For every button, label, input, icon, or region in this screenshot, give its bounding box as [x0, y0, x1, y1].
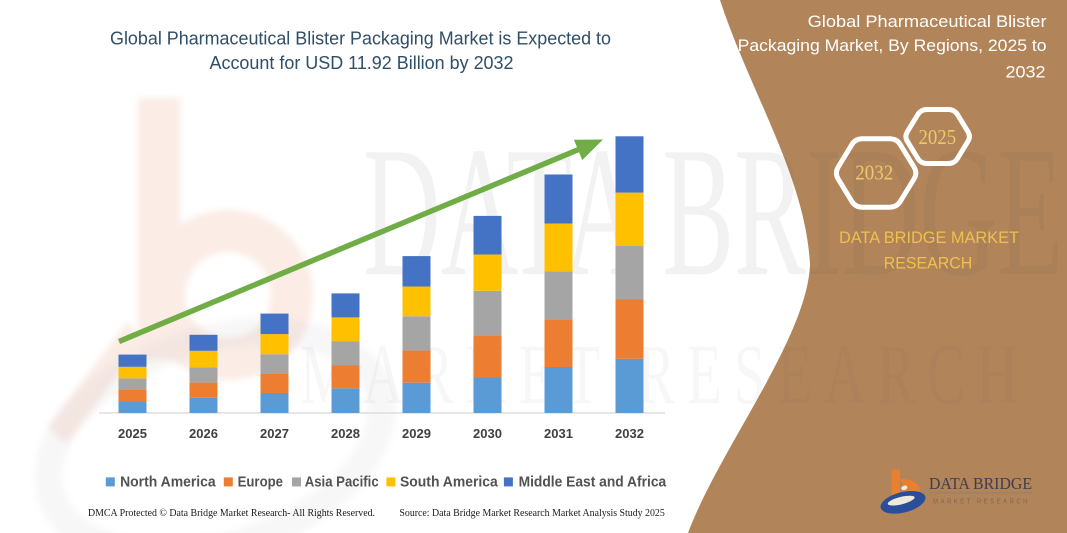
svg-text:Global Pharmaceutical Blister: Global Pharmaceutical Blister Packaging …	[110, 28, 611, 49]
svg-text:North America: North America	[120, 474, 216, 490]
svg-text:2027: 2027	[260, 426, 289, 441]
svg-text:2026: 2026	[189, 426, 218, 441]
svg-text:RESEARCH: RESEARCH	[884, 254, 972, 273]
svg-text:Asia Pacific: Asia Pacific	[305, 474, 379, 490]
svg-text:Middle East and Africa: Middle East and Africa	[519, 474, 667, 490]
svg-text:DATA BRIDGE MARKET: DATA BRIDGE MARKET	[839, 228, 1019, 247]
svg-text:2029: 2029	[402, 426, 431, 441]
svg-text:DATA BRIDGE: DATA BRIDGE	[363, 109, 1063, 315]
svg-text:South America: South America	[400, 474, 499, 490]
svg-text:DMCA Protected © Data Bridge M: DMCA Protected © Data Bridge Market Rese…	[88, 508, 375, 519]
svg-text:MARKET RESEARCH: MARKET RESEARCH	[933, 497, 1030, 506]
svg-text:DATA BRIDGE: DATA BRIDGE	[929, 474, 1032, 493]
svg-text:2032: 2032	[855, 161, 893, 185]
svg-text:2032: 2032	[615, 426, 644, 441]
svg-text:2031: 2031	[544, 426, 573, 441]
svg-text:2025: 2025	[918, 125, 956, 149]
svg-text:2032: 2032	[1006, 63, 1046, 82]
svg-text:Packaging Market, By Regions,: Packaging Market, By Regions, 2025 to	[738, 36, 1047, 55]
svg-text:Europe: Europe	[238, 474, 283, 490]
svg-text:Global Pharmaceutical Blister: Global Pharmaceutical Blister	[808, 12, 1047, 31]
svg-text:Account for USD 11.92 Billion: Account for USD 11.92 Billion by 2032	[210, 52, 514, 73]
svg-text:2030: 2030	[473, 426, 502, 441]
svg-text:2028: 2028	[331, 426, 360, 441]
svg-text:Source: Data Bridge Market Res: Source: Data Bridge Market Research Mark…	[399, 508, 664, 519]
svg-text:2025: 2025	[118, 426, 147, 441]
